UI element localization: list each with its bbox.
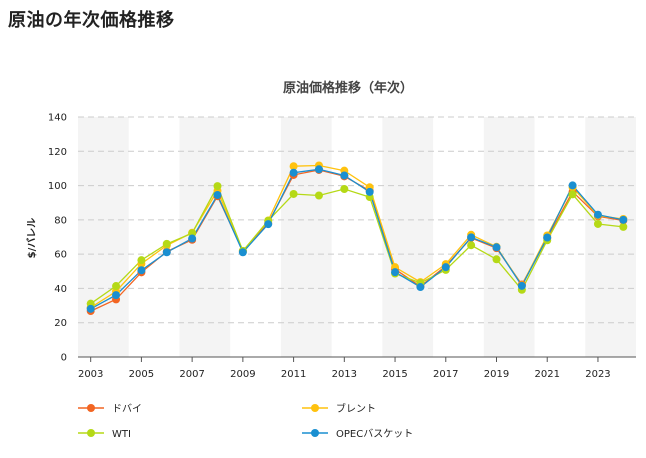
data-point-2[interactable] bbox=[137, 256, 146, 265]
data-point-3[interactable] bbox=[289, 168, 298, 177]
background-band bbox=[483, 117, 535, 357]
y-tick-label: 0 bbox=[61, 353, 67, 364]
legend-item[interactable]: WTI bbox=[78, 429, 131, 440]
data-point-3[interactable] bbox=[467, 233, 476, 242]
page-title: 原油の年次価格推移 bbox=[8, 10, 175, 31]
data-point-3[interactable] bbox=[112, 291, 121, 300]
legend-item[interactable]: ブレント bbox=[302, 402, 376, 415]
legend-item[interactable]: OPECバスケット bbox=[302, 428, 413, 440]
y-tick-label: 100 bbox=[48, 181, 67, 192]
data-point-3[interactable] bbox=[86, 304, 95, 313]
data-point-3[interactable] bbox=[619, 215, 628, 224]
data-point-2[interactable] bbox=[492, 255, 501, 264]
x-tick-label: 2013 bbox=[332, 369, 357, 380]
y-tick-label: 120 bbox=[48, 147, 67, 158]
legend-item[interactable]: ドバイ bbox=[78, 403, 142, 415]
x-tick-label: 2007 bbox=[179, 369, 204, 380]
x-tick-label: 2023 bbox=[585, 369, 610, 380]
data-point-3[interactable] bbox=[416, 283, 425, 292]
x-tick-label: 2005 bbox=[129, 369, 154, 380]
background-band bbox=[78, 117, 129, 357]
legend-label: WTI bbox=[112, 429, 131, 440]
background-band bbox=[179, 117, 231, 357]
data-point-3[interactable] bbox=[568, 181, 577, 190]
legend-label: ドバイ bbox=[112, 403, 142, 415]
data-point-2[interactable] bbox=[112, 282, 121, 291]
y-tick-label: 40 bbox=[54, 284, 67, 295]
data-point-3[interactable] bbox=[314, 165, 323, 174]
y-tick-label: 60 bbox=[54, 250, 67, 261]
series-line-3 bbox=[90, 168, 624, 310]
data-point-2[interactable] bbox=[340, 185, 349, 193]
x-tick-label: 2017 bbox=[433, 369, 458, 380]
x-tick-label: 2009 bbox=[230, 369, 255, 380]
data-point-3[interactable] bbox=[543, 233, 552, 242]
x-tick-label: 2011 bbox=[281, 369, 306, 380]
background-band bbox=[280, 117, 332, 357]
data-point-3[interactable] bbox=[162, 248, 171, 257]
legend-marker bbox=[311, 429, 319, 437]
data-point-3[interactable] bbox=[238, 248, 247, 257]
legend-label: OPECバスケット bbox=[336, 428, 413, 440]
data-point-3[interactable] bbox=[391, 268, 400, 277]
data-point-3[interactable] bbox=[365, 187, 374, 196]
data-point-3[interactable] bbox=[441, 263, 450, 272]
data-point-2[interactable] bbox=[619, 222, 628, 231]
data-point-2[interactable] bbox=[162, 239, 171, 248]
x-tick-label: 2021 bbox=[535, 369, 560, 380]
data-point-2[interactable] bbox=[593, 219, 602, 228]
data-point-2[interactable] bbox=[289, 189, 298, 198]
x-tick-label: 2015 bbox=[382, 369, 407, 380]
data-point-2[interactable] bbox=[213, 182, 222, 191]
y-tick-label: 140 bbox=[48, 113, 67, 124]
x-tick-label: 2019 bbox=[484, 369, 509, 380]
x-tick-label: 2003 bbox=[78, 369, 103, 380]
data-point-3[interactable] bbox=[188, 234, 197, 243]
y-tick-label: 20 bbox=[54, 318, 67, 329]
y-axis-label: $/バレル bbox=[26, 218, 38, 259]
data-point-2[interactable] bbox=[467, 241, 476, 250]
y-tick-label: 80 bbox=[54, 215, 67, 226]
data-point-2[interactable] bbox=[314, 191, 323, 200]
chart-title: 原油価格推移（年次） bbox=[283, 80, 413, 96]
data-point-1[interactable] bbox=[289, 162, 298, 171]
data-point-3[interactable] bbox=[213, 191, 222, 199]
data-point-3[interactable] bbox=[593, 210, 602, 219]
data-point-3[interactable] bbox=[340, 171, 349, 180]
legend-label: ブレント bbox=[336, 402, 376, 415]
data-point-3[interactable] bbox=[492, 243, 501, 252]
legend-marker bbox=[311, 404, 319, 412]
data-point-2[interactable] bbox=[568, 190, 577, 199]
series-line-2 bbox=[90, 184, 624, 305]
data-point-3[interactable] bbox=[517, 281, 526, 290]
background-band bbox=[382, 117, 434, 357]
data-point-3[interactable] bbox=[137, 266, 146, 275]
background-band bbox=[585, 117, 636, 357]
data-point-3[interactable] bbox=[264, 220, 273, 229]
legend-marker bbox=[87, 404, 95, 412]
legend-marker bbox=[87, 429, 95, 437]
